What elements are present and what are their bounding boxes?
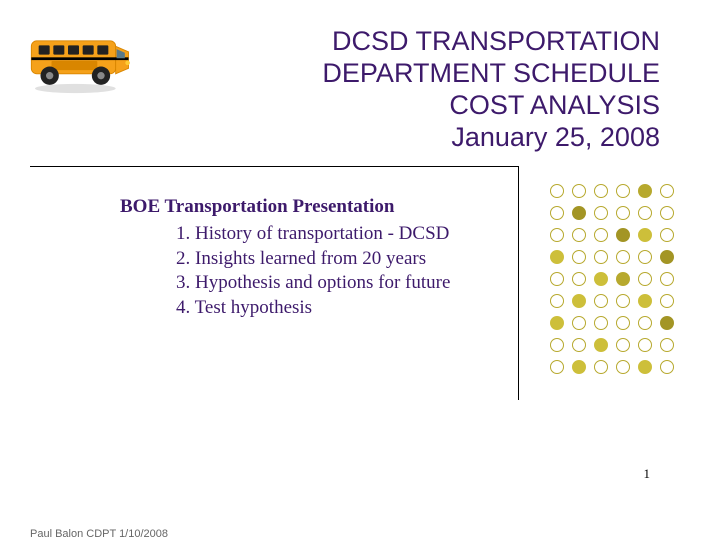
title-line-4: January 25, 2008	[220, 122, 660, 154]
dot	[616, 360, 630, 374]
body-heading: BOE Transportation Presentation	[120, 196, 520, 218]
body-block: BOE Transportation Presentation 1. Histo…	[120, 196, 520, 321]
body-item-1: 1. History of transportation - DCSD	[120, 222, 520, 247]
dot	[616, 228, 630, 242]
dot	[616, 338, 630, 352]
title-line-1: DCSD TRANSPORTATION	[220, 26, 660, 58]
body-item-3: 3. Hypothesis and options for future	[120, 271, 520, 296]
dot	[550, 228, 564, 242]
dot	[638, 250, 652, 264]
dot	[616, 184, 630, 198]
dot	[572, 316, 586, 330]
dot	[594, 338, 608, 352]
title-block: DCSD TRANSPORTATION DEPARTMENT SCHEDULE …	[220, 26, 660, 153]
dot	[616, 272, 630, 286]
dot	[550, 206, 564, 220]
dot	[616, 294, 630, 308]
page-number: 1	[644, 466, 651, 482]
dot	[616, 250, 630, 264]
dot	[594, 294, 608, 308]
footer-text: Paul Balon CDPT 1/10/2008	[30, 528, 168, 540]
dot	[594, 360, 608, 374]
dot-grid	[546, 180, 678, 378]
dot	[638, 338, 652, 352]
dot	[638, 294, 652, 308]
dot	[660, 228, 674, 242]
title-line-2: DEPARTMENT SCHEDULE	[220, 58, 660, 90]
dot	[550, 360, 564, 374]
dot	[572, 360, 586, 374]
dot	[594, 272, 608, 286]
dot	[594, 228, 608, 242]
dot	[550, 272, 564, 286]
dot	[550, 316, 564, 330]
dot	[594, 250, 608, 264]
dot	[572, 272, 586, 286]
dot	[660, 360, 674, 374]
dot	[572, 338, 586, 352]
dot	[638, 360, 652, 374]
title-line-3: COST ANALYSIS	[220, 90, 660, 122]
dot	[594, 206, 608, 220]
dot	[550, 294, 564, 308]
dot	[550, 338, 564, 352]
dot	[638, 316, 652, 330]
dot	[550, 250, 564, 264]
dot	[572, 294, 586, 308]
dot	[594, 184, 608, 198]
slide: DCSD TRANSPORTATION DEPARTMENT SCHEDULE …	[0, 0, 720, 540]
dot	[660, 294, 674, 308]
dot	[638, 184, 652, 198]
body-item-2: 2. Insights learned from 20 years	[120, 247, 520, 272]
dot	[638, 206, 652, 220]
dot	[572, 250, 586, 264]
dot	[660, 338, 674, 352]
dot	[616, 206, 630, 220]
school-bus-icon	[24, 24, 134, 103]
body-item-4: 4. Test hypothesis	[120, 296, 520, 321]
dot	[638, 228, 652, 242]
dot	[660, 184, 674, 198]
dot	[572, 228, 586, 242]
dot	[572, 184, 586, 198]
dot	[594, 316, 608, 330]
dot	[572, 206, 586, 220]
dot	[660, 250, 674, 264]
dot	[660, 272, 674, 286]
dot	[616, 316, 630, 330]
dot	[660, 316, 674, 330]
dot	[660, 206, 674, 220]
dot	[550, 184, 564, 198]
horizontal-rule	[30, 166, 518, 167]
dot	[638, 272, 652, 286]
